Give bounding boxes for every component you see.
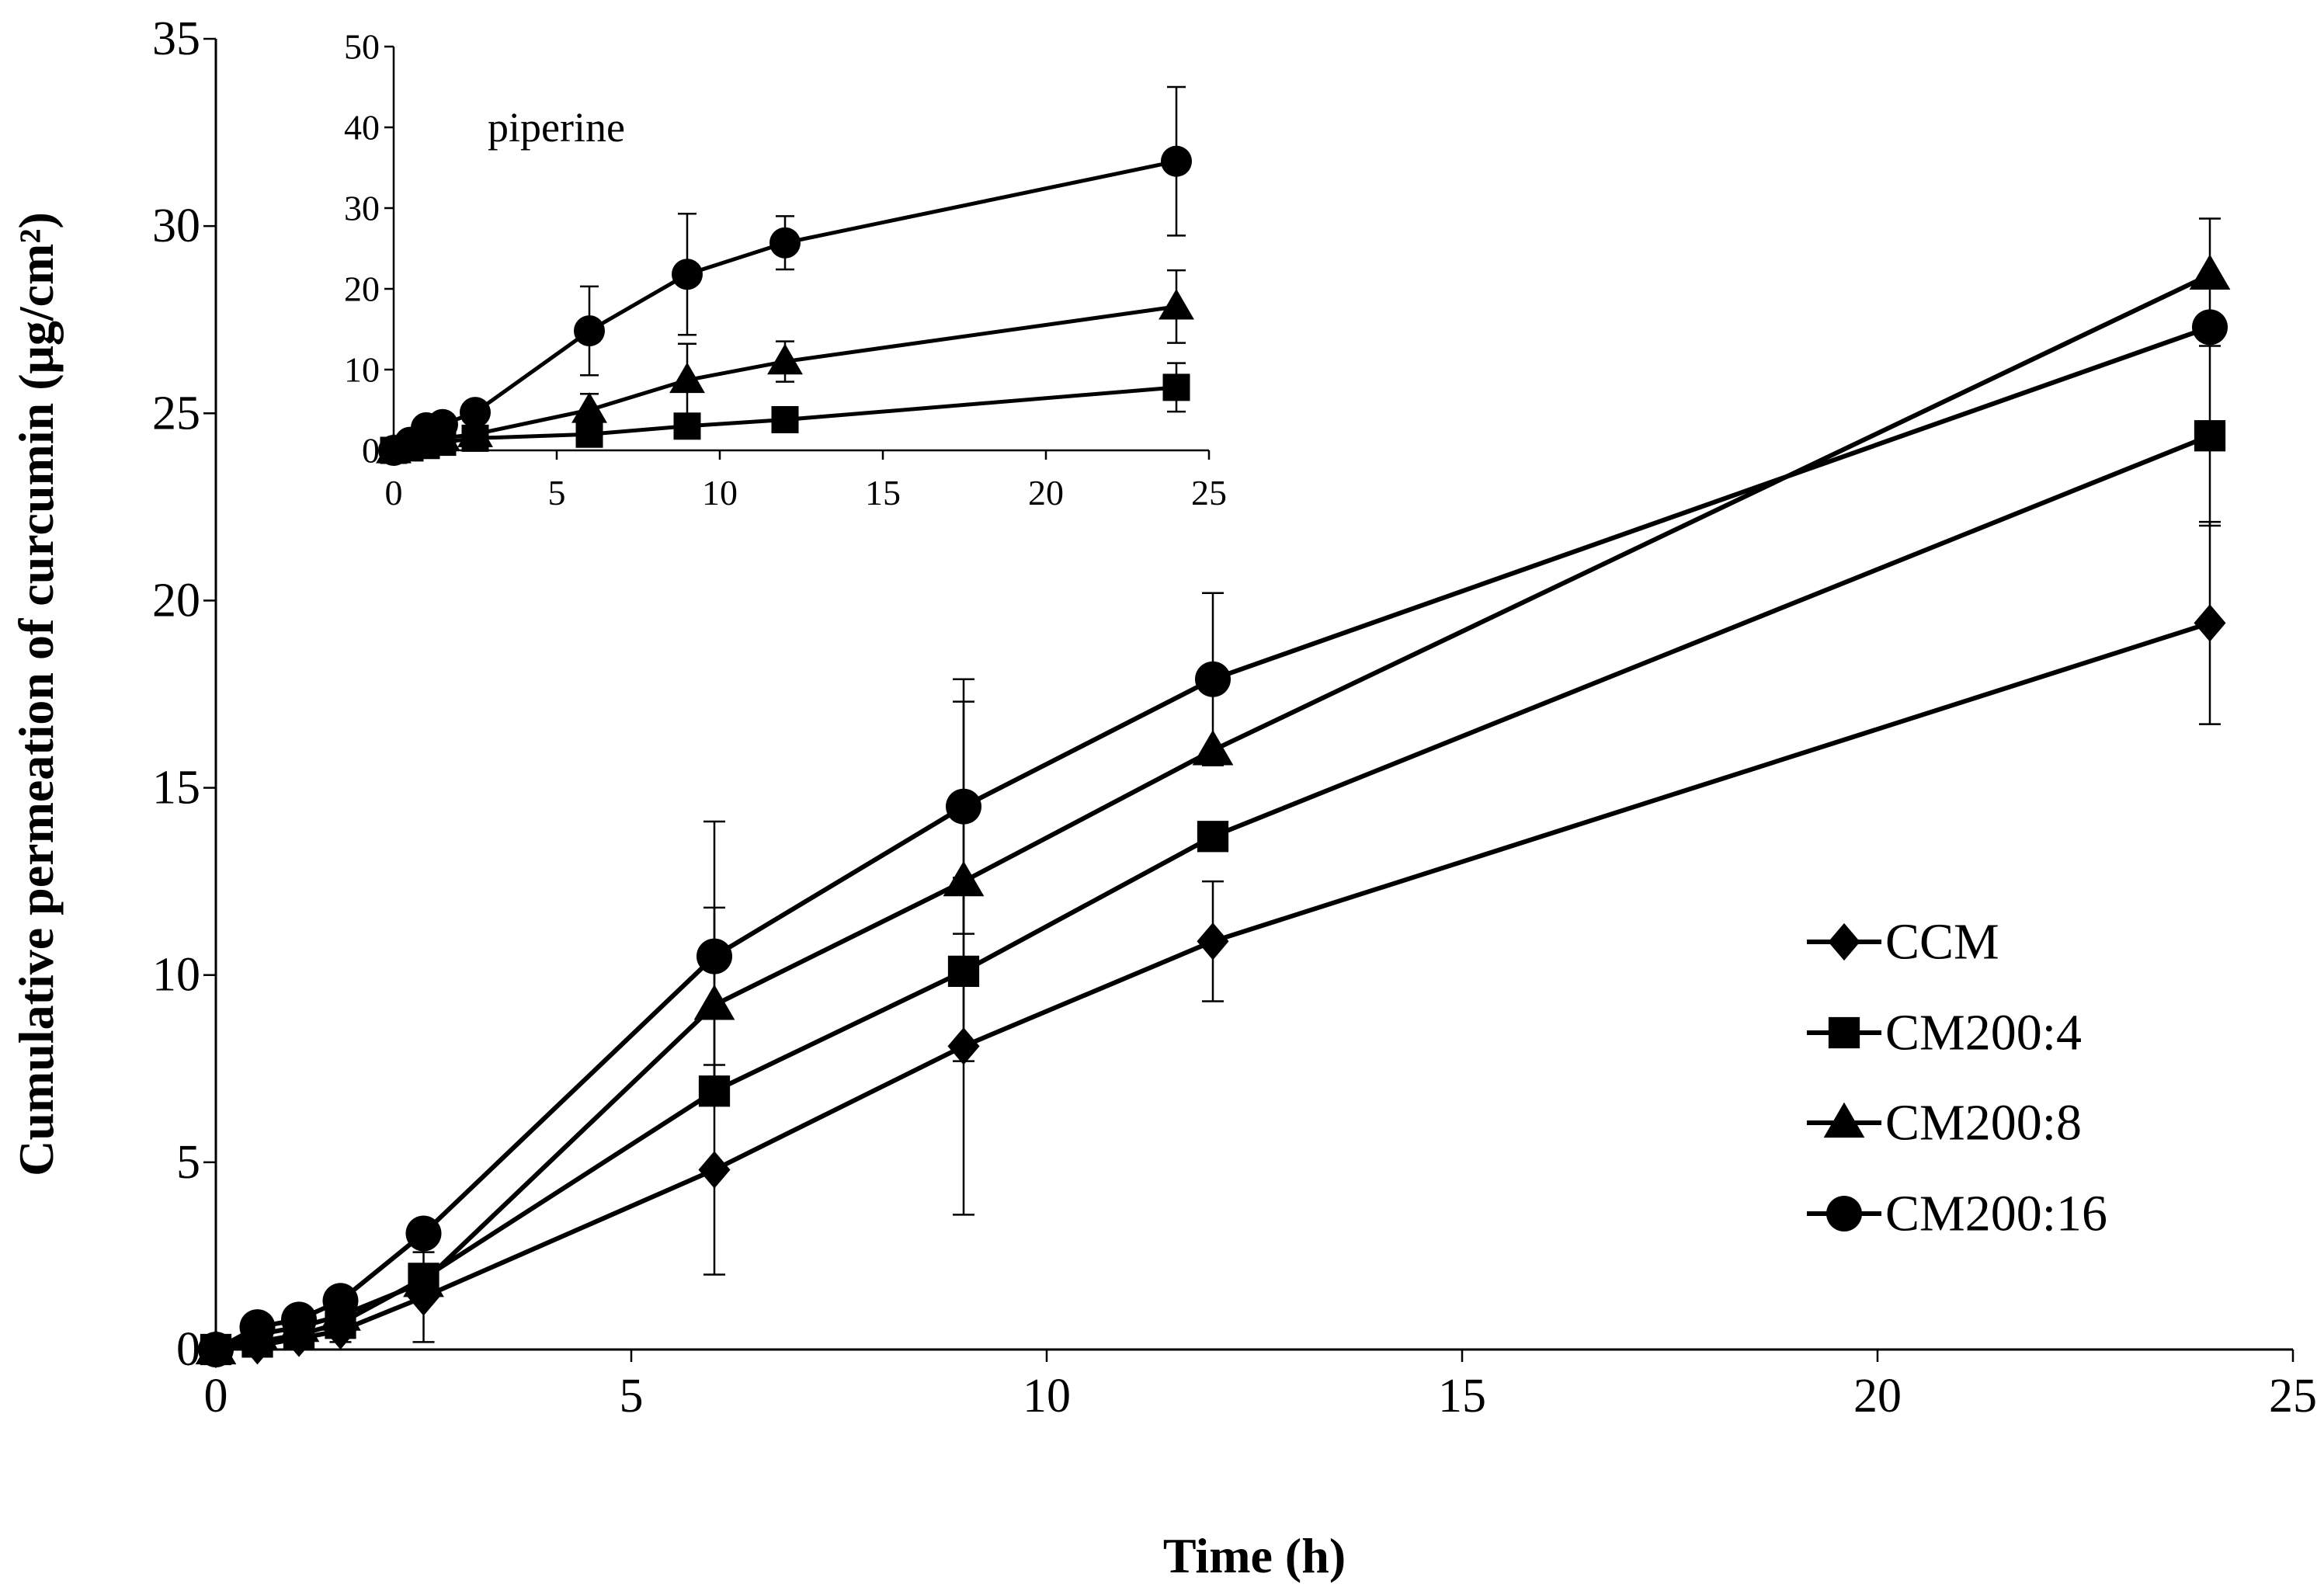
inset-plot: 0 5 10 15 20 25 0 10 20 30 40 50 piperine: [344, 27, 1227, 513]
inset-x-tick-label: 0: [385, 473, 403, 512]
y-axis-title: Cumulative permeation of curcumin (μg/cm…: [9, 212, 64, 1176]
inset-y-tick-label: 0: [362, 431, 380, 471]
data-point-ccm: [2194, 604, 2226, 642]
main-x-tick-label: 25: [2269, 1370, 2317, 1423]
main-series-cm200-16: [198, 309, 2228, 1367]
main-y-tick-label: 30: [152, 200, 200, 252]
data-point-cm200-16: [281, 1301, 317, 1338]
data-point-cm200-4: [2194, 420, 2226, 452]
main-y-tick-label: 25: [152, 387, 200, 439]
main-x-tick-label: 0: [204, 1370, 228, 1423]
legend-label-ccm: CCM: [1885, 914, 1999, 971]
legend-marker-cm200-16: [1826, 1196, 1862, 1231]
data-point-cm200-8: [1159, 288, 1194, 320]
data-point-cm200-16: [198, 1332, 234, 1367]
data-point-cm200-16: [427, 408, 458, 440]
data-point-cm200-8: [669, 362, 705, 394]
data-point-cm200-16: [1195, 661, 1231, 697]
inset-x-tick-label: 15: [865, 473, 901, 512]
x-axis-title: Time (h): [1163, 1528, 1346, 1583]
main-ticks: 0 5 10 15 20 25 0 5 10 15 20 25 30 35: [152, 12, 2317, 1423]
main-x-tick-label: 20: [1853, 1370, 1902, 1423]
legend-label-cm200-16: CM200:16: [1885, 1186, 2107, 1242]
legend: CCM CM200:4 CM200:8 CM200:16: [1807, 914, 2107, 1242]
legend-label-cm200-4: CM200:4: [1885, 1005, 2082, 1061]
data-point-cm200-16: [697, 938, 732, 974]
legend-item-cm200-8: CM200:8: [1807, 1095, 2082, 1152]
data-point-cm200-16: [460, 397, 491, 429]
data-point-cm200-16: [405, 1215, 442, 1252]
inset-x-tick-label: 5: [548, 473, 566, 512]
data-point-ccm: [698, 1151, 731, 1189]
inset-y-tick-label: 10: [344, 350, 380, 390]
main-x-tick-label: 10: [1023, 1370, 1071, 1423]
data-point-cm200-8: [403, 1261, 444, 1297]
data-point-cm200-4: [1162, 373, 1190, 401]
inset-annotation: piperine: [488, 104, 625, 151]
inset-x-tick-label: 25: [1191, 473, 1227, 512]
inset-y-tick-label: 30: [344, 189, 380, 228]
main-y-tick-label: 15: [152, 762, 200, 815]
data-point-cm200-8: [2189, 254, 2231, 290]
data-point-cm200-16: [946, 788, 981, 825]
data-point-cm200-16: [672, 259, 703, 290]
data-point-cm200-4: [1197, 821, 1229, 853]
legend-item-cm200-4: CM200:4: [1807, 1005, 2082, 1061]
main-x-tick-label: 15: [1438, 1370, 1486, 1423]
data-point-cm200-8: [457, 416, 493, 447]
data-point-cm200-16: [2192, 309, 2228, 346]
legend-item-ccm: CCM: [1807, 914, 1999, 971]
data-point-cm200-16: [239, 1309, 276, 1346]
main-y-tick-label: 20: [152, 574, 200, 627]
data-point-cm200-16: [574, 315, 605, 347]
inset-x-tick-label: 10: [702, 473, 738, 512]
inset-series-cm200-16: [378, 85, 1192, 466]
main-plot: 0 5 10 15 20 25 0 5 10 15 20 25 30 35 Time (h) Cumula…: [9, 12, 2317, 1583]
main-y-tick-label: 35: [152, 12, 200, 65]
main-y-tick-label: 5: [176, 1136, 200, 1189]
legend-item-cm200-16: CM200:16: [1807, 1186, 2107, 1242]
inset-y-tick-label: 50: [344, 27, 380, 67]
inset-series: [376, 85, 1194, 466]
main-x-tick-label: 5: [620, 1370, 644, 1423]
data-point-cm200-8: [767, 343, 803, 375]
data-point-cm200-16: [1161, 145, 1192, 177]
data-point-cm200-16: [322, 1283, 359, 1319]
data-point-ccm: [1197, 922, 1229, 961]
inset-y-tick-label: 20: [344, 269, 380, 309]
legend-marker-cm200-4: [1828, 1016, 1860, 1049]
main-series: [195, 217, 2231, 1369]
legend-label-cm200-8: CM200:8: [1885, 1095, 2082, 1152]
inset-x-tick-label: 20: [1028, 473, 1064, 512]
inset-ticks: 0 5 10 15 20 25 0 10 20 30 40 50: [344, 27, 1227, 513]
data-point-cm200-4: [771, 405, 799, 433]
inset-y-tick-label: 40: [344, 108, 380, 148]
data-point-cm200-16: [769, 227, 801, 259]
legend-marker-cm200-8: [1823, 1102, 1865, 1138]
legend-marker-ccm: [1828, 922, 1860, 961]
data-point-cm200-8: [571, 392, 607, 423]
main-y-tick-label: 0: [176, 1323, 200, 1376]
main-y-tick-label: 10: [152, 949, 200, 1002]
